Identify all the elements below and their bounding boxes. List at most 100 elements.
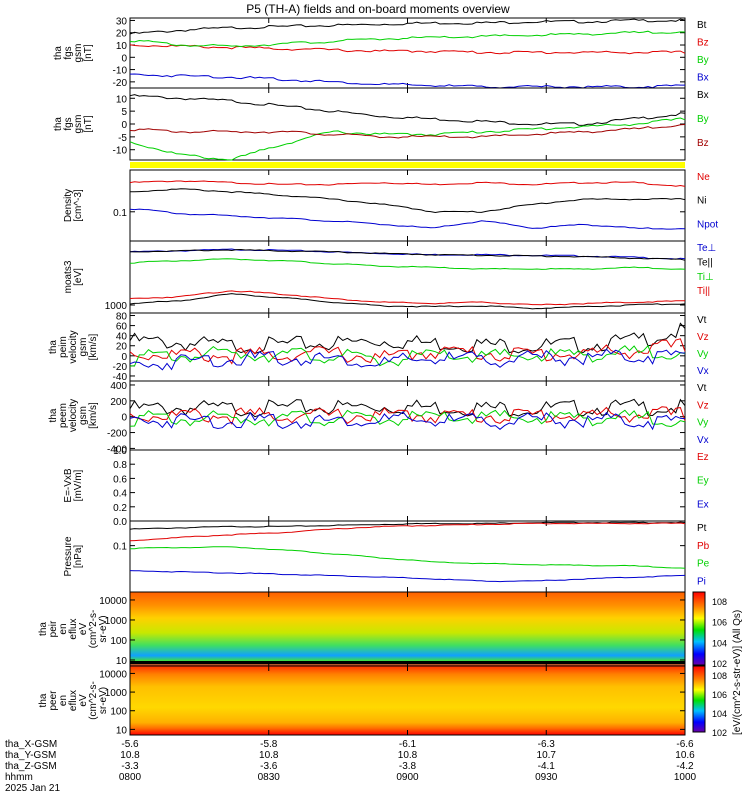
y-axis-label: sr-eV)	[98, 615, 109, 642]
colorbar-tick-label: 104	[712, 709, 727, 719]
legend-Vy: Vy	[697, 349, 708, 360]
y-tick-label: 1000	[105, 301, 128, 312]
series-line-Te||	[129, 248, 686, 261]
y-tick-label: 1.0	[113, 446, 127, 457]
series-line-Npot	[129, 208, 686, 230]
y-axis-label: [eV]	[73, 268, 84, 286]
y-axis-label: eflux	[68, 690, 79, 711]
series-line-Bx	[129, 73, 685, 89]
y-tick-label: 0.6	[113, 474, 127, 485]
y-axis-label: peem	[58, 403, 69, 428]
legend-Vz: Vz	[697, 400, 709, 411]
colorbar-tick-label: 108	[712, 597, 727, 607]
colorbar-top	[692, 591, 706, 666]
legend-Vy: Vy	[697, 418, 708, 429]
series-line-Vt	[129, 322, 686, 354]
panel-2: 10 5 0 -5 -10 tha fgs gsm [nT] Bx By Bz	[53, 87, 709, 161]
y-axis-label: en	[58, 695, 69, 706]
y-tick-label: 100	[110, 707, 127, 718]
y-tick-label: 0.2	[113, 503, 127, 514]
footer-row-label: hhmm	[5, 772, 33, 783]
legend-Vt: Vt	[697, 315, 707, 326]
colorbar-tick-label: 102	[712, 659, 727, 669]
y-tick-label: 40	[116, 332, 128, 343]
panel-3: 0.1 Density [cm^-3] Ne Ni Npot	[63, 169, 718, 242]
y-axis-label: [mV/m]	[73, 469, 84, 501]
footer-value: -4.1	[538, 761, 556, 772]
y-axis-label: tha	[53, 46, 64, 60]
y-axis-label: sr-eV)	[98, 687, 109, 714]
colorbar-tick-label: 106	[712, 618, 727, 628]
legend-Vx: Vx	[697, 366, 709, 377]
panel-6: 400 200 0 -200 -400 tha peem velocity gsm [km/s] V…	[48, 380, 709, 455]
series-line-Vy	[129, 409, 686, 428]
colorbar-tick-label: 104	[712, 638, 727, 648]
colorbar-tick-label: 108	[712, 671, 727, 681]
y-tick-label: 10000	[99, 596, 127, 607]
legend-Te⊥: Te⊥	[697, 243, 716, 254]
y-axis-label: [nT]	[83, 115, 94, 132]
colorbar-bottom	[692, 665, 706, 733]
legend-Ti||: Ti||	[697, 286, 710, 297]
footer-value: -3.6	[260, 761, 278, 772]
legend-Bx: Bx	[697, 90, 709, 101]
footer-value: 0900	[396, 772, 419, 783]
y-tick-label: 10	[116, 725, 128, 736]
y-tick-label: 0.4	[113, 489, 127, 500]
colorbar-label: [eV/(cm^2-s-str-eV)] (All Qs)	[732, 610, 743, 735]
y-axis-label: tha	[48, 340, 59, 354]
series-line-Ne	[129, 180, 686, 187]
y-axis-label: tha	[38, 622, 49, 636]
series-line-Vz	[129, 406, 686, 425]
footer-value: -4.2	[676, 761, 694, 772]
y-tick-label: 0	[121, 352, 127, 363]
footer-value: 0930	[535, 772, 558, 783]
legend-By: By	[697, 55, 709, 66]
y-axis-label: [nPa]	[73, 545, 84, 569]
legend-Ne: Ne	[697, 172, 710, 183]
y-axis-label: eV	[78, 623, 89, 636]
y-axis-label: E=-VxB	[63, 468, 74, 503]
footer-value: -5.8	[260, 739, 278, 750]
y-tick-label: -40	[113, 372, 128, 383]
spectrogram-electron	[130, 666, 685, 735]
y-tick-label: 1000	[105, 616, 128, 627]
spectrogram-ion	[130, 592, 685, 666]
series-line-Vz	[129, 338, 686, 365]
y-tick-label: -20	[113, 78, 128, 89]
y-tick-label: 0	[121, 413, 127, 424]
legend-Bz: Bz	[697, 138, 709, 149]
legend-Pt: Pt	[697, 523, 707, 534]
series-line-Bx	[129, 94, 686, 126]
series-line-Bz	[129, 124, 686, 139]
series-line-unlabeled	[129, 293, 686, 310]
footer-value: 10.8	[259, 750, 279, 761]
legend-Pi: Pi	[697, 576, 706, 587]
legend-By: By	[697, 114, 709, 125]
legend-Ey: Ey	[697, 476, 709, 487]
panel-frame	[129, 169, 686, 242]
footer-value: 1000	[674, 772, 697, 783]
footer-value: 10.6	[675, 750, 695, 761]
footer-row-label: 2025 Jan 21	[5, 783, 60, 794]
y-tick-label: -20	[113, 362, 128, 373]
footer-value: -3.8	[399, 761, 417, 772]
y-axis-label: moats3	[63, 260, 74, 293]
y-axis-label: Density	[63, 189, 74, 222]
series-line-Vy	[129, 344, 686, 367]
y-axis-label: gsm	[73, 44, 84, 63]
y-tick-label: 0.1	[113, 208, 127, 219]
y-axis-label: tha	[48, 408, 59, 422]
footer-value: 10.8	[398, 750, 418, 761]
legend-Ez: Ez	[697, 452, 709, 463]
legend-Ti⊥: Ti⊥	[697, 272, 714, 283]
y-tick-label: 400	[110, 381, 127, 392]
y-axis-label: peer	[48, 690, 59, 711]
y-axis-label: en	[58, 623, 69, 634]
series-line-Pi	[129, 570, 686, 583]
panel-9: 10000 1000 100 10 tha peir en eflux eV (cm^2-s-sr…	[38, 591, 686, 667]
